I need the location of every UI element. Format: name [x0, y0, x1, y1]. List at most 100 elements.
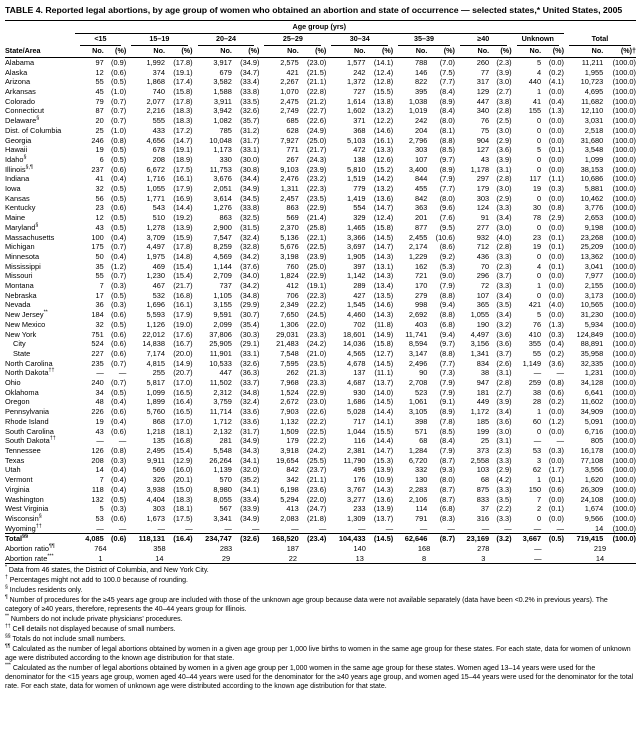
no-cell: 455: [414, 184, 428, 194]
pct-cell: (0.4): [548, 96, 564, 106]
state-label: Massachusetts: [5, 232, 55, 242]
no-cell: 554: [353, 203, 366, 213]
no-cell: 2,077: [146, 96, 165, 106]
pct-cell: (34.8): [240, 387, 260, 397]
pct-cell: (22.3): [306, 184, 327, 194]
pct-cell: (0.6): [548, 387, 564, 397]
no-cell: 7: [536, 494, 542, 504]
state-cell: Washington: [5, 495, 75, 505]
no-cell: 628: [286, 125, 299, 135]
no-cell: 179: [476, 184, 490, 194]
state-label: Montana: [5, 281, 34, 291]
no-cell: 2,174: [408, 242, 428, 252]
no-cell: 447: [476, 96, 490, 106]
pct-cell: (14.2): [373, 174, 394, 184]
no-cell: 138: [353, 154, 366, 164]
no-cell: 34,909: [580, 407, 604, 417]
no-cell: 37,806: [209, 329, 232, 339]
no-cell: 237: [91, 164, 104, 174]
pct-cell: (100.0): [612, 416, 636, 426]
no-cell: 29,031: [276, 329, 299, 339]
pct-cell: (20.7): [173, 368, 193, 378]
pct-cell: (0.1): [548, 242, 564, 252]
no-cell: 176: [353, 475, 366, 485]
no-cell: 779: [353, 184, 366, 194]
no-cell: 1,419: [347, 193, 366, 203]
pct-cell: (12.8): [373, 77, 394, 87]
pct-cell: (0.0): [548, 57, 564, 67]
pct-cell: (0.0): [548, 310, 564, 320]
no-cell: 7,968: [280, 378, 299, 388]
pct-cell: (24.2): [306, 339, 327, 349]
pct-cell: (13.7): [373, 513, 394, 523]
no-cell: 567: [219, 504, 232, 514]
no-cell: 50: [95, 251, 104, 261]
pct-cell: (8.9): [439, 164, 455, 174]
no-cell: 1,868: [146, 77, 165, 87]
no-cell: 2,051: [213, 184, 232, 194]
no-cell: 10,533: [209, 358, 232, 368]
age-group-header: 20–24: [193, 33, 260, 46]
no-cell: 32: [95, 184, 104, 194]
state-label: Oregon: [5, 397, 30, 407]
pct-cell: (6.8): [439, 504, 455, 514]
no-cell: 1,545: [347, 300, 366, 310]
pct-cell: (0.0): [548, 125, 564, 135]
no-cell: 727: [353, 86, 366, 96]
pct-cell: (0.3): [548, 184, 564, 194]
state-label: Rhode Island: [5, 416, 49, 426]
pct-cell: (100.0): [612, 222, 636, 232]
no-cell: 3,341: [213, 513, 232, 523]
table-row: Abortion ratio¶¶ 764 358 283 187 140 168 278 — 21…: [5, 544, 636, 554]
pct-cell: (100.0): [612, 523, 636, 533]
pct-cell: (0.8): [111, 135, 127, 145]
no-cell: 863: [286, 203, 299, 213]
no-cell: 5,760: [146, 407, 165, 417]
pct-cell: (31.7): [240, 426, 260, 436]
state-label: Wyoming: [5, 523, 36, 533]
pct-cell: (3.0): [496, 426, 512, 436]
state-label: North Carolina: [5, 358, 53, 368]
no-cell: 10,565: [580, 300, 604, 310]
no-cell: —: [533, 368, 542, 378]
pct-cell: (100.0): [612, 77, 636, 87]
no-cell: 35,958: [580, 348, 604, 358]
no-cell: 2,709: [213, 271, 232, 281]
no-cell: 3,709: [146, 232, 165, 242]
pct-cell: (0.0): [548, 426, 564, 436]
table-row: Iowa 32 (0.5) 1,055 (17.9) 2,051 (34.9) 1,311 (2…: [5, 184, 636, 194]
no-cell: 11,211: [581, 57, 604, 67]
pct-cell: (16.1): [173, 300, 193, 310]
state-label: Total: [5, 534, 23, 544]
no-cell: 1,061: [408, 397, 428, 407]
state-cell: Texas: [5, 456, 75, 466]
no-cell: 9,198: [584, 222, 604, 232]
no-cell: 4,656: [146, 135, 165, 145]
pct-cell: (22.2): [306, 300, 327, 310]
no-cell: 6: [99, 154, 104, 164]
pct-cell: (14.3): [373, 271, 394, 281]
no-cell: 1,132: [280, 416, 299, 426]
no-cell: 19: [95, 416, 104, 426]
state-label: Delaware: [5, 116, 37, 126]
no-cell: 875: [476, 484, 490, 494]
no-cell: 79: [95, 96, 104, 106]
pct-cell: (17.8): [173, 96, 193, 106]
no-cell: 3,911: [213, 96, 232, 106]
pct-cell: (3.6): [496, 145, 512, 155]
pct-cell: (11.1): [374, 368, 394, 378]
pct-cell: (0.9): [111, 57, 127, 67]
pct-cell: (16.0): [173, 465, 193, 475]
age-group-header: ≥40: [455, 33, 512, 46]
no-cell: 5,091: [584, 416, 604, 426]
no-cell: 43: [95, 426, 104, 436]
state-label: Abortion ratio: [5, 544, 49, 554]
pct-cell: (25.0): [306, 135, 327, 145]
no-cell: 38: [480, 368, 490, 378]
pct-cell: (0.0): [548, 494, 564, 504]
no-cell: 88,891: [580, 339, 604, 349]
footnote-marker: ***: [5, 662, 11, 669]
state-cell: Mississippi: [5, 262, 75, 272]
pct-cell: (13.6): [373, 193, 394, 203]
state-cell: Rhode Island: [5, 417, 75, 427]
